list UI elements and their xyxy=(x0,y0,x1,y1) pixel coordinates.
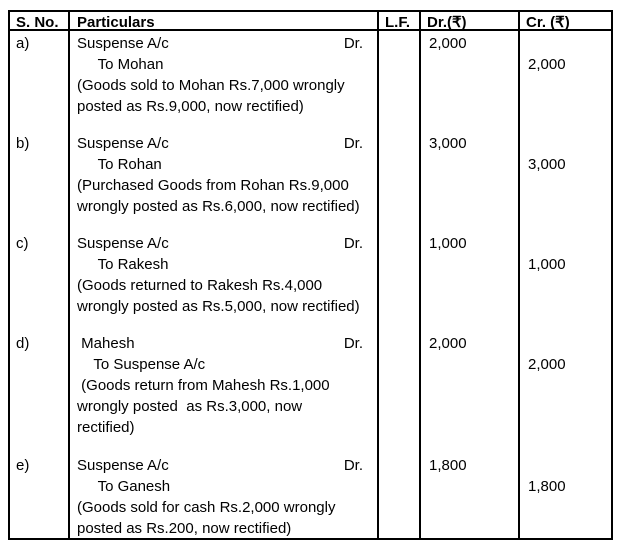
account-line: Suspense A/c Dr. xyxy=(77,33,377,54)
to-line: To Ganesh xyxy=(77,478,171,495)
entry-dr-amount: 1,000 xyxy=(421,231,520,331)
entry-particulars: Suspense A/c Dr. To Rohan (Purchased Goo… xyxy=(70,131,379,231)
narration-line: (Goods returned to Rakesh Rs.4,000 xyxy=(77,277,323,294)
account-line: Suspense A/c Dr. xyxy=(77,233,377,254)
narration-line: (Goods sold to Mohan Rs.7,000 wrongly xyxy=(77,77,345,94)
account-name: Suspense A/c xyxy=(77,35,169,52)
account-line: Mahesh Dr. xyxy=(77,333,377,354)
entry-dr-amount: 2,000 xyxy=(421,331,520,453)
narration-line: wrongly posted as Rs.5,000, now rectifie… xyxy=(77,298,360,315)
account-line: Suspense A/c Dr. xyxy=(77,133,377,154)
entry-sno: b) xyxy=(10,131,70,231)
journal-table: S. No. Particulars L.F. Dr.(₹) Cr. (₹) a… xyxy=(8,10,613,540)
to-line: To Suspense A/c xyxy=(77,356,206,373)
header-particulars: Particulars xyxy=(70,12,379,31)
to-line: To Rakesh xyxy=(77,256,169,273)
entry-sno: a) xyxy=(10,31,70,131)
account-line: Suspense A/c Dr. xyxy=(77,455,377,476)
narration-line: posted as Rs.9,000, now rectified) xyxy=(77,98,304,115)
entry-cr-amount: 3,000 xyxy=(528,156,566,173)
header-cr: Cr. (₹) xyxy=(520,12,611,31)
narration-line: (Purchased Goods from Rohan Rs.9,000 xyxy=(77,177,349,194)
entry-lf xyxy=(379,31,421,131)
narration-line: rectified) xyxy=(77,419,135,436)
dr-label: Dr. xyxy=(343,457,363,474)
header-lf: L.F. xyxy=(379,12,421,31)
entry-lf xyxy=(379,131,421,231)
header-dr: Dr.(₹) xyxy=(421,12,520,31)
entry-lf xyxy=(379,331,421,453)
entry-sno: c) xyxy=(10,231,70,331)
entry-particulars: Suspense A/c Dr. To Mohan (Goods sold to… xyxy=(70,31,379,131)
entry-cr-amount: 1,000 xyxy=(528,256,566,273)
entry-cr-amount: 2,000 xyxy=(528,356,566,373)
entry-particulars: Suspense A/c Dr. To Ganesh (Goods sold f… xyxy=(70,453,379,538)
entry-cr-amount: 1,800 xyxy=(528,478,566,495)
narration-line: posted as Rs.200, now rectified) xyxy=(77,520,292,537)
entry-cr-amount: 2,000 xyxy=(528,56,566,73)
entry-dr-amount: 3,000 xyxy=(421,131,520,231)
dr-label: Dr. xyxy=(343,335,363,352)
account-name: Suspense A/c xyxy=(77,135,169,152)
entry-sno: e) xyxy=(10,453,70,538)
narration-line: (Goods sold for cash Rs.2,000 wrongly xyxy=(77,499,336,516)
dr-label: Dr. xyxy=(343,135,363,152)
entry-particulars: Mahesh Dr. To Suspense A/c (Goods return… xyxy=(70,331,379,453)
entry-lf xyxy=(379,231,421,331)
account-name: Suspense A/c xyxy=(77,457,169,474)
to-line: To Mohan xyxy=(77,56,164,73)
entry-sno: d) xyxy=(10,331,70,453)
account-name: Mahesh xyxy=(77,335,135,352)
header-sno: S. No. xyxy=(10,12,70,31)
narration-line: wrongly posted as Rs.6,000, now rectifie… xyxy=(77,198,360,215)
narration-line: (Goods return from Mahesh Rs.1,000 xyxy=(77,377,330,394)
entry-dr-amount: 2,000 xyxy=(421,31,520,131)
dr-label: Dr. xyxy=(343,35,363,52)
entry-lf xyxy=(379,453,421,538)
entry-dr-amount: 1,800 xyxy=(421,453,520,538)
dr-label: Dr. xyxy=(343,235,363,252)
to-line: To Rohan xyxy=(77,156,162,173)
account-name: Suspense A/c xyxy=(77,235,169,252)
entry-particulars: Suspense A/c Dr. To Rakesh (Goods return… xyxy=(70,231,379,331)
narration-line: wrongly posted as Rs.3,000, now xyxy=(77,398,303,415)
